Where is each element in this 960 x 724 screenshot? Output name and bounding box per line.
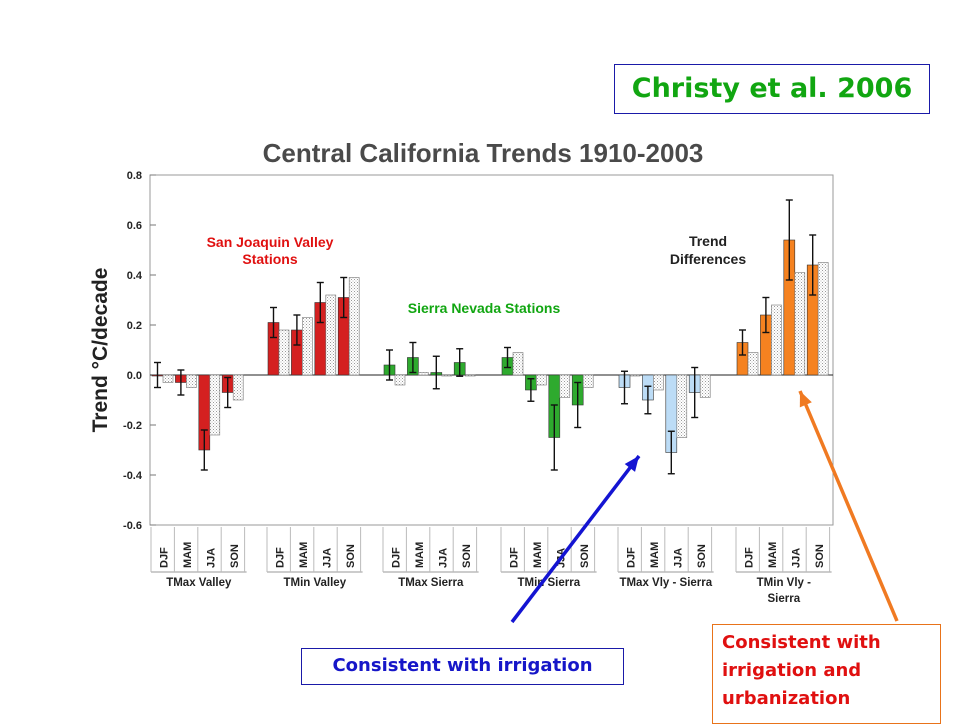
category-label: SON <box>345 544 357 568</box>
citation-label: Christy et al. 2006 <box>614 64 930 114</box>
category-label: SON <box>461 544 473 568</box>
category-label: MAM <box>414 542 426 568</box>
category-label: MAM <box>298 542 310 568</box>
comparison-bar <box>653 374 664 391</box>
comparison-bar <box>278 329 290 376</box>
category-label: MAM <box>182 542 194 568</box>
note-line: urbanization <box>722 688 851 709</box>
comparison-bar <box>536 374 547 386</box>
irrigation-note: Consistent with irrigation <box>301 648 624 685</box>
y-tick-label: 0.8 <box>127 170 142 182</box>
comparison-bar <box>162 374 174 383</box>
comparison-bar <box>817 262 829 376</box>
comparison-bar <box>747 352 759 376</box>
category-label: DJF <box>744 547 756 568</box>
category-label: SON <box>579 544 591 568</box>
category-label: SON <box>696 544 708 568</box>
group-label: TMin Valley <box>283 577 346 589</box>
comparison-bar <box>512 352 524 376</box>
comparison-bar <box>559 374 571 398</box>
irrigation-arrow-shaft <box>510 454 641 624</box>
comparison-bar <box>629 374 641 377</box>
group-label: TMax Valley <box>166 577 232 589</box>
category-label: DJF <box>626 547 638 568</box>
urbanization-arrow-head <box>799 391 812 408</box>
category-label: JJA <box>322 548 334 568</box>
category-label: MAM <box>767 542 779 568</box>
y-tick-label: -0.2 <box>123 420 142 432</box>
comparison-bar <box>302 317 313 376</box>
y-tick-label: 0.4 <box>127 270 143 282</box>
urbanization-arrow-shaft <box>798 390 899 622</box>
comparison-bar <box>699 374 711 398</box>
y-tick-label: 0.2 <box>127 320 142 332</box>
group-label: TMax Sierra <box>398 577 464 589</box>
category-label: JJA <box>673 548 685 568</box>
group-label: TMin Vly - <box>757 577 811 589</box>
comparison-bar <box>209 374 221 436</box>
category-label: DJF <box>159 547 171 568</box>
category-label: MAM <box>649 542 661 568</box>
comparison-bar <box>394 374 406 386</box>
irrigation-arrow-head <box>624 456 639 472</box>
group-label: TMin Sierra <box>517 577 580 589</box>
y-axis-label: Trend °C/decade <box>89 268 112 433</box>
comparison-bar <box>794 272 806 376</box>
category-label: JJA <box>438 548 450 568</box>
y-tick-label: 0.0 <box>127 370 142 382</box>
comparison-bar <box>582 374 594 388</box>
category-label: DJF <box>275 547 287 568</box>
category-label: SON <box>814 544 826 568</box>
comparison-bar <box>418 372 429 376</box>
chart-title: Central California Trends 1910-2003 <box>263 138 704 168</box>
note-line: irrigation and <box>722 660 862 681</box>
comparison-bar <box>348 277 360 376</box>
sierra-stations-label: Sierra Nevada Stations <box>408 300 561 316</box>
y-tick-label: -0.4 <box>123 470 143 482</box>
trend-differences-label-line2: Differences <box>670 251 746 267</box>
comparison-bar <box>441 374 453 377</box>
category-label: JJA <box>206 548 218 568</box>
comparison-bar <box>771 304 782 376</box>
category-label: SON <box>229 544 241 568</box>
y-tick-label: -0.6 <box>123 520 142 532</box>
valley-stations-label-line1: San Joaquin Valley <box>207 234 334 250</box>
category-label: JJA <box>791 548 803 568</box>
comparison-bar <box>676 374 688 438</box>
comparison-bar <box>232 374 244 401</box>
comparison-bar <box>186 374 197 388</box>
category-label: DJF <box>391 547 403 568</box>
note-line: Consistent with <box>722 632 881 653</box>
irrigation-urbanization-note: Consistent with irrigation and urbanizat… <box>712 624 941 724</box>
category-label: MAM <box>532 542 544 568</box>
comparison-bar <box>325 294 337 376</box>
group-label: Sierra <box>767 593 800 605</box>
valley-stations-label-line2: Stations <box>242 251 297 267</box>
trend-differences-label-line1: Trend <box>689 233 727 249</box>
category-label: DJF <box>509 547 521 568</box>
group-label: TMax Vly - Sierra <box>619 577 712 589</box>
comparison-bar <box>464 374 476 377</box>
plot-frame <box>149 174 834 526</box>
y-tick-label: 0.6 <box>127 220 142 232</box>
